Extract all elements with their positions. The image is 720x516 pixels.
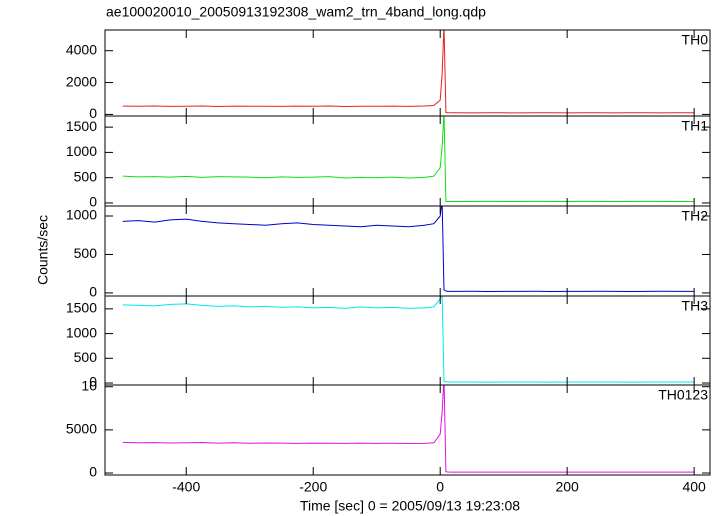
panel-frame bbox=[104, 115, 711, 207]
panel-frame bbox=[104, 29, 711, 117]
panel-frame bbox=[104, 384, 711, 476]
y-tick-label: 500 bbox=[74, 349, 98, 365]
data-line bbox=[122, 30, 695, 114]
panel-label: TH2 bbox=[682, 208, 709, 224]
panel-frame bbox=[104, 205, 711, 297]
panel-label: TH0 bbox=[682, 32, 709, 48]
y-tick-label: 2000 bbox=[66, 73, 97, 89]
panel-plot bbox=[122, 206, 695, 292]
y-tick-label: 500 bbox=[74, 245, 98, 261]
x-tick-label: 400 bbox=[682, 479, 706, 495]
data-line bbox=[122, 206, 695, 292]
y-tick-label: 1000 bbox=[66, 324, 97, 340]
data-line bbox=[122, 116, 695, 203]
data-line bbox=[122, 385, 695, 473]
panel-label: TH1 bbox=[682, 118, 709, 134]
y-tick-label: 1000 bbox=[66, 207, 97, 223]
y-tick-label: 0 bbox=[89, 284, 97, 300]
panel-frame bbox=[104, 295, 711, 386]
y-tick-label: 500 bbox=[74, 168, 98, 184]
y-tick-label: 1000 bbox=[66, 143, 97, 159]
y-tick-label: 1500 bbox=[66, 118, 97, 134]
y-tick-label: 10 bbox=[81, 377, 97, 393]
panel-plot bbox=[122, 296, 695, 383]
x-tick-label: 0 bbox=[436, 479, 444, 495]
y-tick-label: 0 bbox=[89, 374, 97, 390]
x-tick-label: -400 bbox=[172, 479, 200, 495]
y-tick-label: 4000 bbox=[66, 41, 97, 57]
data-line bbox=[122, 296, 695, 383]
panel-plot bbox=[122, 385, 695, 473]
y-tick-label: 0 bbox=[89, 105, 97, 121]
panel-plot bbox=[122, 116, 695, 203]
y-tick-label: 1500 bbox=[66, 300, 97, 316]
y-tick-label: 0 bbox=[89, 194, 97, 210]
y-tick-label: 5000 bbox=[66, 421, 97, 437]
x-tick-label: 200 bbox=[555, 479, 579, 495]
chart-title: ae100020010_20050913192308_wam2_trn_4ban… bbox=[106, 4, 486, 20]
y-tick-label: 0 bbox=[89, 464, 97, 480]
panel-plot bbox=[122, 30, 695, 114]
panel-label: TH0123 bbox=[658, 387, 708, 403]
x-axis-label: Time [sec] 0 = 2005/09/13 19:23:08 bbox=[300, 498, 520, 514]
y-axis-label: Counts/sec bbox=[35, 215, 51, 285]
x-tick-label: -200 bbox=[299, 479, 327, 495]
panel-label: TH3 bbox=[682, 298, 709, 314]
